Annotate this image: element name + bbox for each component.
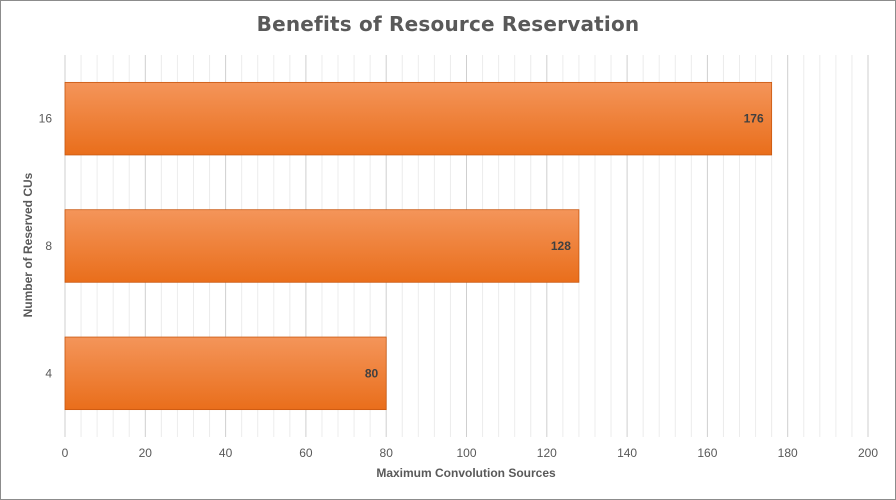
bars: 176 128 80 xyxy=(64,81,773,411)
y-tick-label: 16 xyxy=(39,112,53,126)
data-label-16: 176 xyxy=(744,112,764,126)
x-axis-label: Maximum Convolution Sources xyxy=(376,466,556,480)
data-label-8: 128 xyxy=(551,239,571,253)
x-tick-label: 200 xyxy=(858,446,878,460)
bar-8 xyxy=(64,209,580,283)
data-label-4: 80 xyxy=(365,366,379,380)
x-tick-label: 80 xyxy=(380,446,394,460)
x-tick-label: 160 xyxy=(697,446,717,460)
x-tick-label: 0 xyxy=(62,446,69,460)
y-tick-label: 4 xyxy=(45,366,52,380)
x-tick-label: 60 xyxy=(299,446,313,460)
bar-4 xyxy=(64,336,387,411)
x-tick-label: 120 xyxy=(537,446,557,460)
y-tick-label: 8 xyxy=(45,239,52,253)
bar-16 xyxy=(64,81,773,156)
x-tick-label: 20 xyxy=(139,446,153,460)
chart-title: Benefits of Resource Reservation xyxy=(256,12,640,36)
x-tick-label: 180 xyxy=(778,446,798,460)
x-tick-label: 100 xyxy=(456,446,476,460)
x-tick-label: 140 xyxy=(617,446,637,460)
x-tick-label: 40 xyxy=(219,446,233,460)
